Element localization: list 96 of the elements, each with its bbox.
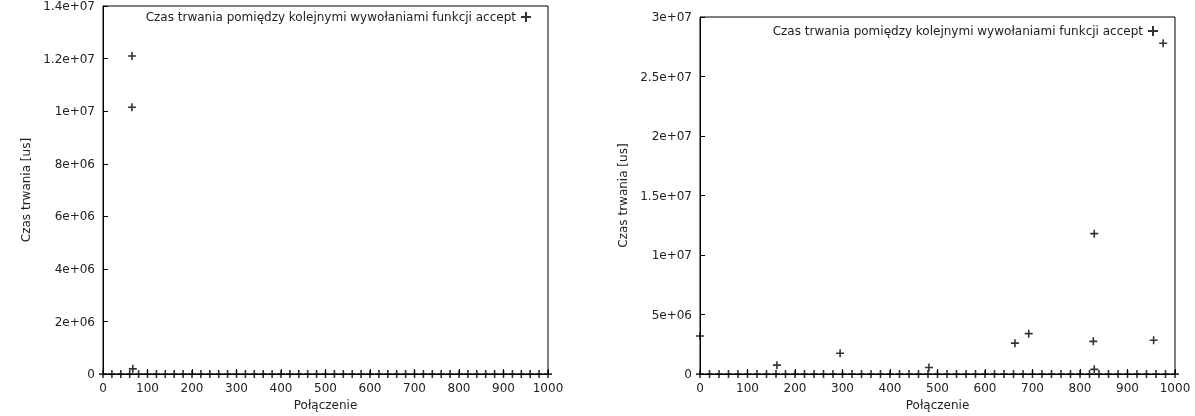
y-tick-label: 3e+07 [651,10,692,24]
point [481,370,490,379]
point [127,103,136,112]
y-tick-label: 1.2e+07 [43,51,95,66]
x-tick-label: 100 [136,381,159,396]
x-tick-label: 300 [831,381,854,396]
x-axis-title: Połączenie [293,398,358,412]
point [339,370,348,379]
point [143,370,152,379]
x-tick-label: 800 [447,381,471,396]
point [526,370,535,379]
x-tick-label: 100 [736,381,759,396]
point [127,51,136,60]
y-tick-label: 0 [684,367,692,382]
x-tick-label: 500 [926,381,949,396]
y-tick-label: 1e+07 [651,248,692,263]
y-tick-label: 4e+06 [54,261,95,276]
point [472,370,481,379]
x-tick-label: 900 [1116,381,1139,396]
legend-label: Czas trwania pomiędzy kolejnymi wywołaniami funkcji accept [145,10,517,24]
point [348,370,357,379]
point [205,370,214,379]
point [125,370,134,379]
x-tick-label: 300 [225,381,248,396]
point [428,370,437,379]
point [499,370,508,379]
point [196,370,205,379]
point [241,370,250,379]
legend-label: Czas trwania pomiędzy kolejnymi wywołaniami funkcji accept [772,24,1144,38]
point [107,370,116,379]
y-tick-label: 2.5e+07 [640,69,692,84]
point [490,370,499,379]
point [303,370,312,379]
y-tick-label: 1.5e+07 [640,188,692,203]
x-tick-label: 0 [99,381,107,396]
x-tick-label: 0 [696,381,704,396]
point [214,370,223,379]
y-tick-label: 1.4e+07 [43,0,95,13]
point [259,370,268,379]
point [463,370,472,379]
point [401,370,410,379]
point [517,370,526,379]
point [535,370,544,379]
y-axis-title: Czas trwania [us] [19,137,34,243]
point [134,370,143,379]
point [285,370,294,379]
point [383,370,392,379]
y-tick-label: 5e+06 [651,307,692,322]
x-tick-label: 400 [269,381,293,396]
x-tick-label: 200 [783,381,807,396]
point [250,370,259,379]
x-tick-label: 600 [973,381,997,396]
point [366,370,374,379]
point [446,370,455,379]
point [392,370,401,379]
point [170,370,179,379]
y-tick-label: 6e+06 [54,209,95,224]
x-tick-label: 600 [358,381,382,396]
point [152,370,161,379]
point [232,370,241,379]
x-tick-label: 1000 [532,381,564,396]
x-tick-label: 900 [492,381,515,396]
point [330,370,339,379]
y-axis-title: Czas trwania [us] [616,143,631,248]
x-axis-title: Połączenie [905,398,970,412]
x-tick-label: 700 [403,381,426,396]
point [268,370,277,379]
point [312,370,321,379]
y-tick-label: 1e+07 [54,104,95,119]
point [161,370,170,379]
x-tick-label: 500 [314,381,337,396]
point [419,370,428,379]
x-tick-label: 800 [1068,381,1092,396]
point [277,370,285,379]
x-tick-label: 1000 [1159,381,1191,396]
point [294,370,303,379]
y-tick-label: 0 [87,367,95,382]
point [455,370,463,379]
point [188,370,196,379]
point [357,370,366,379]
point [223,370,232,379]
point [128,364,137,373]
y-tick-label: 8e+06 [54,156,95,171]
x-tick-label: 400 [878,381,902,396]
x-tick-label: 200 [180,381,204,396]
point [99,370,107,379]
x-tick-label: 700 [1021,381,1044,396]
point [437,370,446,379]
point [179,370,188,379]
point [410,370,419,379]
point [508,370,517,379]
point [116,370,125,379]
y-tick-label: 2e+06 [54,314,95,329]
y-tick-label: 2e+07 [651,129,692,144]
point [374,370,383,379]
point [321,370,330,379]
